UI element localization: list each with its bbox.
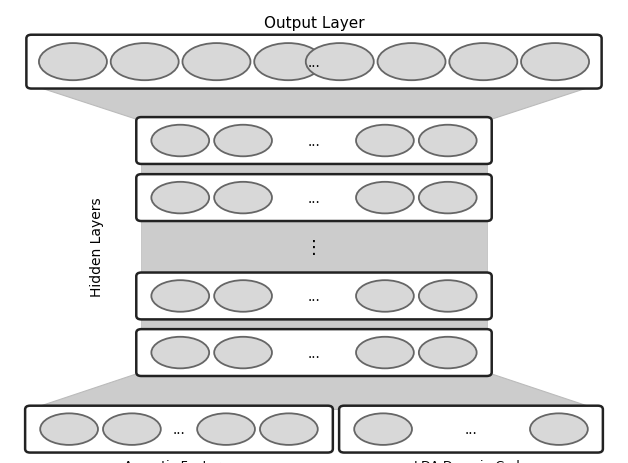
Ellipse shape — [354, 413, 412, 445]
FancyBboxPatch shape — [25, 406, 333, 453]
Ellipse shape — [39, 44, 107, 81]
Ellipse shape — [356, 281, 414, 312]
Text: ...: ... — [465, 422, 477, 436]
Text: ⋮: ⋮ — [305, 238, 323, 256]
Text: Output Layer: Output Layer — [264, 16, 364, 31]
Ellipse shape — [254, 44, 322, 81]
Bar — [141, 161, 487, 179]
Ellipse shape — [521, 44, 589, 81]
Ellipse shape — [356, 182, 414, 214]
Ellipse shape — [419, 337, 477, 369]
Ellipse shape — [530, 413, 588, 445]
Ellipse shape — [214, 182, 272, 214]
Ellipse shape — [151, 125, 209, 157]
Ellipse shape — [260, 413, 318, 445]
Ellipse shape — [214, 281, 272, 312]
FancyBboxPatch shape — [136, 118, 492, 165]
Ellipse shape — [419, 281, 477, 312]
Ellipse shape — [151, 337, 209, 369]
Ellipse shape — [214, 337, 272, 369]
FancyBboxPatch shape — [136, 175, 492, 222]
Polygon shape — [30, 372, 598, 409]
Ellipse shape — [306, 44, 374, 81]
Ellipse shape — [183, 44, 251, 81]
Text: ...: ... — [308, 289, 320, 303]
Ellipse shape — [419, 182, 477, 214]
FancyBboxPatch shape — [136, 330, 492, 376]
Text: ...: ... — [173, 422, 185, 436]
Ellipse shape — [103, 413, 161, 445]
Text: ...: ... — [308, 346, 320, 360]
Bar — [141, 316, 487, 333]
Ellipse shape — [377, 44, 445, 81]
Ellipse shape — [40, 413, 98, 445]
Ellipse shape — [356, 125, 414, 157]
Text: ...: ... — [308, 191, 320, 205]
Text: Acoustic Features: Acoustic Features — [124, 459, 234, 463]
Text: ...: ... — [308, 134, 320, 148]
Ellipse shape — [214, 125, 272, 157]
Ellipse shape — [356, 337, 414, 369]
Ellipse shape — [449, 44, 517, 81]
Text: LDA Domain Code: LDA Domain Code — [414, 459, 528, 463]
Ellipse shape — [111, 44, 179, 81]
Ellipse shape — [151, 182, 209, 214]
Bar — [141, 218, 487, 277]
Text: Hidden Layers: Hidden Layers — [90, 197, 104, 297]
Text: ...: ... — [308, 56, 320, 69]
FancyBboxPatch shape — [26, 36, 602, 89]
FancyBboxPatch shape — [136, 273, 492, 319]
Ellipse shape — [197, 413, 255, 445]
FancyBboxPatch shape — [339, 406, 603, 453]
Ellipse shape — [151, 281, 209, 312]
Ellipse shape — [419, 125, 477, 157]
Polygon shape — [31, 86, 597, 121]
